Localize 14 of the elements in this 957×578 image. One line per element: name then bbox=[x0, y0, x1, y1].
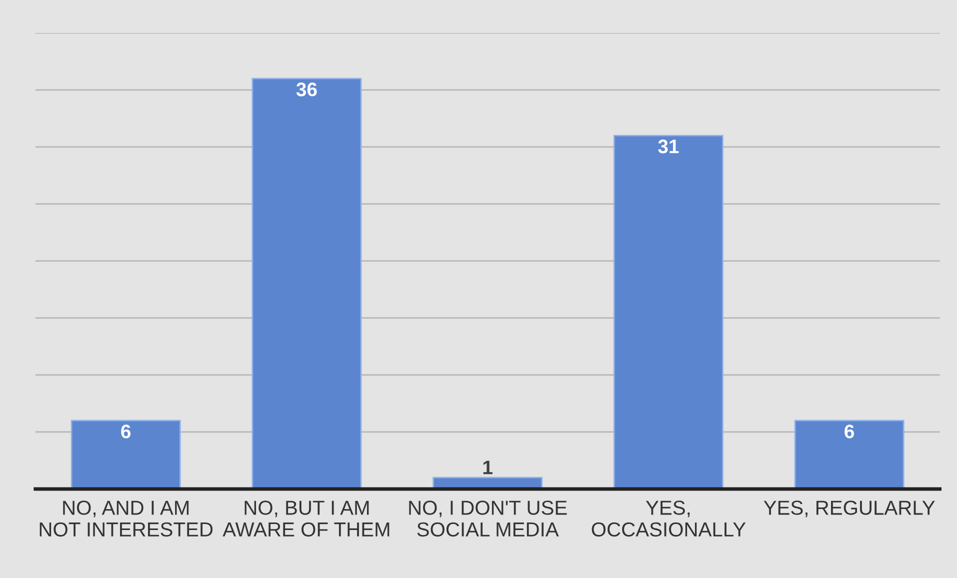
x-tick-label: YES, REGULARLY bbox=[764, 500, 935, 518]
bar bbox=[794, 420, 904, 489]
x-tick-label: NO, BUT I AM AWARE OF THEM bbox=[222, 500, 390, 537]
x-tick-label: NO, AND I AM NOT INTERESTED bbox=[40, 500, 213, 537]
bar bbox=[252, 78, 362, 489]
data-label: 6 bbox=[844, 424, 854, 438]
bar bbox=[614, 134, 724, 489]
data-label: 36 bbox=[296, 82, 317, 96]
x-tick-label: NO, I DON'T USE SOCIAL MEDIA bbox=[409, 500, 567, 537]
bar bbox=[70, 420, 181, 489]
data-label: 6 bbox=[121, 424, 131, 438]
x-tick-label: YES, OCCASIONALLY bbox=[592, 500, 746, 537]
data-label: 31 bbox=[658, 140, 679, 154]
data-label: 1 bbox=[483, 460, 492, 474]
